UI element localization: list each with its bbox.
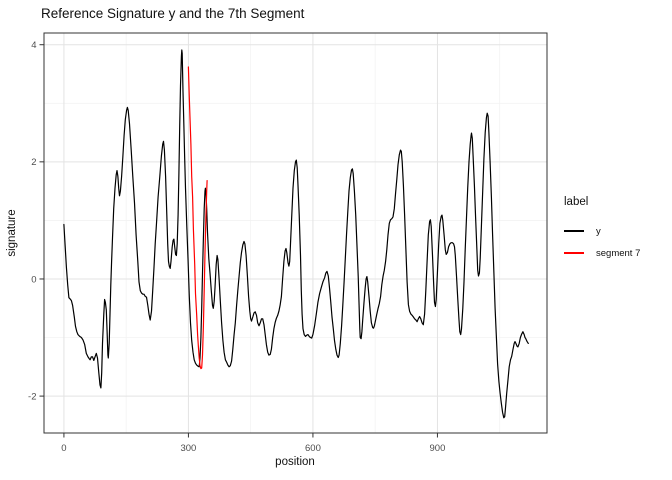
x-tick-label: 0 [61, 443, 66, 454]
x-tick-label: 300 [180, 443, 196, 454]
legend-label-y: y [596, 225, 601, 237]
x-axis-label: position [275, 456, 315, 468]
legend-swatch-y [564, 230, 584, 232]
panel-border [43, 32, 548, 434]
series-line-segment-7 [187, 66, 208, 370]
panel-background [44, 33, 547, 433]
chart-title: Reference Signature y and the 7th Segmen… [41, 6, 305, 21]
legend: label y segment 7 [564, 196, 640, 264]
legend-item-segment-7: segment 7 [564, 242, 640, 264]
y-tick-label: 2 [31, 157, 36, 168]
y-tick-label: -2 [28, 391, 36, 402]
y-axis-label: signature [6, 209, 18, 257]
series-line-y [63, 49, 529, 419]
x-tick-label: 600 [305, 443, 321, 454]
x-tick-label: 900 [430, 443, 446, 454]
legend-swatch-segment-7 [564, 252, 584, 254]
legend-label-segment-7: segment 7 [596, 247, 641, 259]
legend-item-y: y [564, 220, 640, 242]
y-tick-label: 4 [31, 40, 36, 51]
legend-title: label [564, 196, 589, 208]
y-tick-label: 0 [31, 274, 36, 285]
